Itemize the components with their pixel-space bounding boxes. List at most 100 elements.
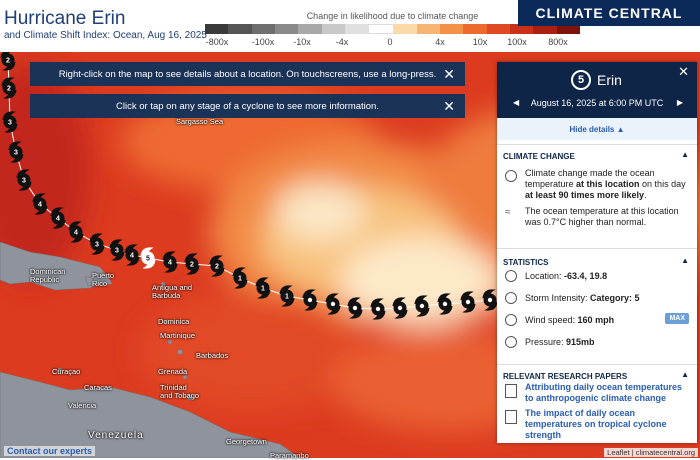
storm-category: 3 xyxy=(14,150,18,157)
collapse-button[interactable]: ▲ xyxy=(681,150,689,159)
storm-category: 1 xyxy=(238,276,242,283)
storm-center xyxy=(352,305,358,311)
storm-center xyxy=(307,297,313,303)
map-label: Dominica xyxy=(158,317,190,326)
storm-category: 5 xyxy=(146,256,150,263)
banner-text: Click or tap on any stage of a cyclone t… xyxy=(116,100,379,112)
map-label: Barbados xyxy=(196,351,229,360)
banner-text: Right-click on the map to see details ab… xyxy=(58,68,437,80)
storm-marker xyxy=(233,271,247,285)
map-label: Curaçao xyxy=(52,367,81,376)
divider xyxy=(497,248,697,249)
next-button[interactable]: ▶ xyxy=(676,98,683,107)
text: Climate change made the ocean temperatur… xyxy=(525,168,655,189)
subtitle: and Climate Shift Index: Ocean, Aug 16, … xyxy=(4,30,207,41)
stat: Storm Intensity: Category: 5 xyxy=(525,293,687,304)
text: at least 90 times more likely xyxy=(525,190,645,200)
icon xyxy=(505,292,517,304)
storm-marker xyxy=(69,225,83,239)
storm-center xyxy=(330,301,336,307)
storm-center xyxy=(465,299,471,305)
icon xyxy=(505,336,517,348)
contact-link[interactable]: Contact our experts xyxy=(4,446,96,456)
logo[interactable]: CLIMATE CENTRAL xyxy=(518,0,700,26)
stat-label: Location: xyxy=(525,271,562,281)
legend-label: -10x xyxy=(293,37,311,47)
map-label: Martinique xyxy=(160,331,196,340)
banner: Click or tap on any stage of a cyclone t… xyxy=(30,94,465,118)
map-label: Dominican Republic xyxy=(30,267,66,284)
map-label: Georgetown xyxy=(226,437,267,446)
section-heading: RELEVANT RESEARCH PAPERS xyxy=(503,372,628,381)
storm-center xyxy=(442,301,448,307)
map-label: Grenada xyxy=(158,367,188,376)
storm-marker xyxy=(125,248,139,262)
prev-button[interactable]: ◀ xyxy=(513,98,520,107)
max-badge: MAX xyxy=(665,313,689,324)
storm-center xyxy=(397,305,403,311)
storm-category: 4 xyxy=(74,230,78,237)
legend-label: 100x xyxy=(507,37,527,47)
close-button[interactable]: ✕ xyxy=(678,64,689,79)
section-heading: STATISTICS xyxy=(503,258,549,267)
storm-category: 1 xyxy=(285,294,289,301)
storm-category: 4 xyxy=(168,260,172,267)
climate-text: The ocean temperature at this location w… xyxy=(525,206,679,227)
storm-marker xyxy=(185,257,199,271)
storm-marker xyxy=(9,145,23,159)
doc-icon xyxy=(505,410,517,424)
toggle-details[interactable]: Hide details ▲ xyxy=(497,118,697,140)
text: at this location xyxy=(576,179,640,189)
storm-marker xyxy=(1,53,15,67)
legend-title: Change in likelihood due to climate chan… xyxy=(306,11,479,21)
storm-category: 2 xyxy=(215,264,219,271)
storm-category: 2 xyxy=(7,86,11,93)
doc-icon xyxy=(505,384,517,398)
storm-category: 3 xyxy=(8,120,12,127)
stat-value: -63.4, 19.8 xyxy=(564,271,608,281)
collapse-button[interactable]: ▲ xyxy=(681,256,689,265)
stat-label: Wind speed: xyxy=(525,315,576,325)
legend-label: 0 xyxy=(387,37,393,47)
storm-category: 1 xyxy=(261,286,265,293)
paper-link[interactable]: Attributing daily ocean temperatures to … xyxy=(525,382,683,403)
storm-center xyxy=(375,306,381,312)
storm-marker xyxy=(110,243,124,257)
storm-marker xyxy=(280,289,294,303)
attribution[interactable]: Leaflet | climatecentral.org xyxy=(604,448,698,457)
divider xyxy=(497,144,697,145)
storm-category: 4 xyxy=(38,202,42,209)
paper-link[interactable]: The impact of daily ocean temperatures o… xyxy=(525,408,667,440)
close-button[interactable]: ✕ xyxy=(443,66,455,82)
collapse-button[interactable]: ▲ xyxy=(681,370,689,379)
storm-center xyxy=(419,303,425,309)
storm-marker xyxy=(256,281,270,295)
banner: Right-click on the map to see details ab… xyxy=(30,62,465,86)
stat-label: Pressure: xyxy=(525,337,564,347)
storm-marker xyxy=(210,259,224,273)
storm-marker xyxy=(33,197,47,211)
legend-label: 10x xyxy=(472,37,488,47)
stat-value: 160 mph xyxy=(577,315,615,325)
legend-labels: -800x -100x -10x -4x 0 4x 10x 100x 800x xyxy=(205,37,580,49)
close-button[interactable]: ✕ xyxy=(443,98,455,114)
stat: Location: -63.4, 19.8 xyxy=(525,271,687,282)
storm-category: 3 xyxy=(95,242,99,249)
storm-category: 3 xyxy=(22,178,26,185)
stat: Wind speed: 160 mph xyxy=(525,315,687,326)
storm-category: 3 xyxy=(115,248,119,255)
icon xyxy=(505,314,517,326)
map-label: Venezuela xyxy=(88,430,144,441)
map-label: Puerto Rico xyxy=(92,271,115,288)
map-label: Sargasso Sea xyxy=(176,117,224,126)
legend-label: -100x xyxy=(251,37,275,47)
icon xyxy=(505,170,517,182)
storm-category: 2 xyxy=(6,58,10,65)
storm-name: Erin xyxy=(597,72,622,88)
storm-center xyxy=(487,297,493,303)
legend-label: -4x xyxy=(335,37,349,47)
map-label: Antigua and Barbuda xyxy=(152,283,193,300)
toggle-text: Hide details xyxy=(569,124,615,134)
storm-category: 2 xyxy=(190,262,194,269)
